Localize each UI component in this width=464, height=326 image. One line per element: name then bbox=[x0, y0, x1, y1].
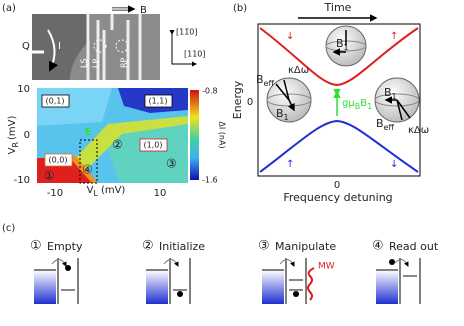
point-label: ③ bbox=[166, 157, 177, 171]
reservoir bbox=[146, 270, 168, 304]
y-zero: 0 bbox=[247, 97, 253, 108]
kappa-label: κΔω bbox=[408, 125, 429, 136]
electron bbox=[389, 259, 395, 265]
axes-arrows bbox=[169, 30, 197, 67]
tunnel-arrow bbox=[279, 259, 295, 267]
gate-label: RP bbox=[120, 57, 129, 68]
tunnel-arrow bbox=[51, 259, 67, 267]
x-zero: 0 bbox=[334, 180, 340, 191]
x-tick: -10 bbox=[47, 188, 63, 199]
sem-image bbox=[32, 14, 160, 80]
region-box bbox=[139, 138, 168, 152]
reservoir bbox=[376, 270, 398, 304]
beff-label: Beff bbox=[376, 117, 394, 132]
spin-arrow: ↓ bbox=[390, 159, 398, 170]
mw-label: MW bbox=[318, 262, 335, 272]
step-number: ④ bbox=[372, 239, 384, 254]
point-label: ④ bbox=[82, 163, 93, 177]
gap-label: gμBB1 bbox=[342, 98, 372, 111]
y-label: Energy bbox=[231, 80, 244, 119]
spin-arrow: ↑ bbox=[390, 31, 398, 42]
crystal-axis: [11̄0] bbox=[176, 28, 198, 37]
gate-label: I bbox=[58, 41, 61, 52]
step-panels: ① Empty ② Initialize ③ Manipulate ④ Read out MW bbox=[30, 239, 439, 304]
lower-branch bbox=[259, 119, 419, 173]
step-name: Initialize bbox=[159, 240, 205, 253]
bloch-sphere bbox=[374, 77, 420, 123]
b1-label: B1 bbox=[276, 107, 289, 122]
colorbar-label: ΔI (nA) bbox=[218, 121, 227, 148]
region-box bbox=[44, 153, 73, 167]
step-number: ① bbox=[30, 239, 42, 254]
panel-label: (a) bbox=[2, 3, 16, 14]
field-label: B bbox=[140, 5, 147, 16]
time-label: Time bbox=[324, 1, 352, 14]
panel-label: (b) bbox=[233, 3, 247, 14]
region-box bbox=[41, 94, 70, 108]
y-tick: 10 bbox=[17, 84, 30, 95]
gate-label: LS bbox=[80, 58, 89, 68]
region-label: (1,0) bbox=[144, 141, 163, 150]
x-label: VL (mV) bbox=[87, 185, 126, 198]
electron bbox=[293, 291, 299, 297]
step-name: Empty bbox=[47, 240, 83, 253]
marker-label: E bbox=[85, 127, 92, 138]
crystal-axis: [110] bbox=[184, 50, 206, 59]
b1-label: B1 bbox=[336, 37, 349, 52]
reservoir bbox=[34, 270, 56, 304]
region-box bbox=[144, 94, 173, 108]
colorbar-tick: -0.8 bbox=[202, 87, 218, 96]
mw-wave bbox=[307, 267, 315, 301]
beff-label: Beff bbox=[256, 73, 274, 88]
step-number: ② bbox=[142, 239, 154, 254]
region-label: (0,1) bbox=[46, 97, 65, 106]
gate-label: Q bbox=[22, 41, 30, 52]
b1-label: B1 bbox=[384, 86, 397, 101]
region-label: (0,0) bbox=[49, 156, 68, 165]
step-name: Read out bbox=[389, 240, 439, 253]
electron bbox=[65, 265, 71, 271]
electron bbox=[177, 291, 183, 297]
step-number: ③ bbox=[258, 239, 270, 254]
y-tick: 0 bbox=[24, 130, 30, 141]
colorbar-tick: -1.6 bbox=[202, 176, 218, 185]
point-label: ① bbox=[44, 169, 55, 183]
step-name: Manipulate bbox=[275, 240, 336, 253]
panel-label: (c) bbox=[2, 223, 15, 234]
reservoir bbox=[262, 270, 284, 304]
x-tick: 10 bbox=[154, 188, 167, 199]
y-label: VR(mV) bbox=[7, 116, 20, 155]
bloch-sphere bbox=[325, 25, 367, 67]
gate-label: LP bbox=[92, 59, 101, 68]
plot-frame bbox=[257, 23, 421, 177]
point-label: ② bbox=[112, 138, 123, 152]
tunnel-arrow bbox=[163, 259, 179, 267]
y-tick: -10 bbox=[14, 175, 30, 186]
spin-arrow: ↓ bbox=[286, 31, 294, 42]
x-label: Frequency detuning bbox=[283, 191, 392, 204]
kappa-label: κΔω bbox=[288, 65, 309, 76]
bloch-sphere bbox=[266, 77, 312, 123]
colorbar bbox=[190, 90, 199, 180]
spin-arrow: ↑ bbox=[286, 159, 294, 170]
region-label: (1,1) bbox=[149, 97, 168, 106]
tunnel-arrow bbox=[393, 259, 409, 267]
